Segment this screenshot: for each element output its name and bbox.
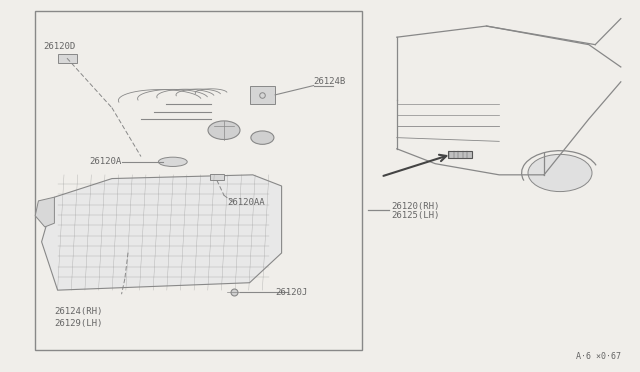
FancyBboxPatch shape [210,174,224,180]
Text: 26120A: 26120A [90,157,122,166]
Text: A·6 ×0·67: A·6 ×0·67 [576,352,621,361]
Text: 26120(RH): 26120(RH) [392,202,440,211]
Circle shape [208,121,240,140]
Circle shape [528,154,592,192]
Text: 26120D: 26120D [44,42,76,51]
FancyBboxPatch shape [448,151,472,158]
Circle shape [251,131,274,144]
Text: 26124B: 26124B [314,77,346,86]
FancyBboxPatch shape [58,54,77,63]
Polygon shape [42,175,282,290]
Text: 26120J: 26120J [275,288,307,296]
Polygon shape [35,197,54,227]
Polygon shape [250,86,275,104]
Text: 26125(LH): 26125(LH) [392,211,440,220]
Text: 26120AA: 26120AA [227,198,265,207]
Ellipse shape [159,157,188,167]
Text: 26124(RH)
26129(LH): 26124(RH) 26129(LH) [54,307,103,328]
